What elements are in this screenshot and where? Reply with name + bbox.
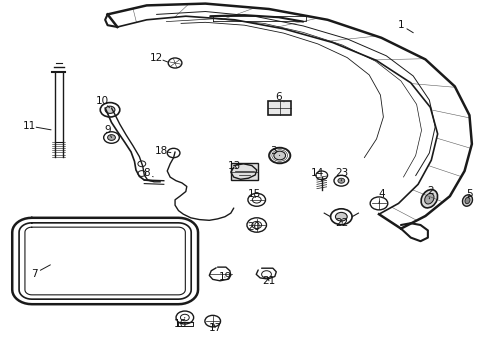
Text: 15: 15	[247, 189, 261, 199]
Text: 16: 16	[174, 319, 187, 329]
Text: 1: 1	[397, 20, 404, 30]
Circle shape	[204, 315, 220, 327]
Ellipse shape	[462, 195, 471, 206]
Bar	[230, 163, 257, 180]
Text: 2: 2	[426, 186, 433, 196]
Text: 23: 23	[335, 168, 348, 178]
Circle shape	[337, 178, 344, 183]
Circle shape	[335, 212, 346, 221]
Circle shape	[273, 151, 285, 160]
Circle shape	[330, 209, 351, 225]
Text: 7: 7	[31, 269, 38, 279]
Circle shape	[333, 175, 348, 186]
Bar	[267, 101, 291, 115]
Circle shape	[167, 148, 180, 158]
Text: 22: 22	[335, 218, 348, 228]
Text: 17: 17	[208, 323, 222, 333]
Circle shape	[246, 218, 266, 232]
Circle shape	[107, 135, 115, 140]
Text: 9: 9	[104, 125, 111, 135]
Circle shape	[168, 58, 182, 68]
Text: 11: 11	[22, 121, 36, 131]
Ellipse shape	[420, 190, 437, 208]
Text: 20: 20	[247, 222, 260, 232]
Text: 19: 19	[218, 272, 231, 282]
Circle shape	[268, 148, 290, 163]
Ellipse shape	[424, 193, 433, 204]
Text: 18: 18	[154, 146, 168, 156]
Text: 13: 13	[227, 161, 241, 171]
Text: 10: 10	[96, 96, 109, 106]
Circle shape	[105, 106, 115, 113]
Circle shape	[103, 132, 119, 143]
Text: 4: 4	[377, 189, 384, 199]
Circle shape	[369, 197, 387, 210]
Text: 6: 6	[275, 92, 282, 102]
Text: 21: 21	[262, 276, 275, 286]
Text: 8: 8	[143, 168, 150, 178]
Text: 12: 12	[149, 53, 163, 63]
Text: 3: 3	[270, 146, 277, 156]
Ellipse shape	[464, 197, 469, 204]
Text: 5: 5	[465, 189, 472, 199]
Circle shape	[100, 103, 120, 117]
Circle shape	[176, 311, 193, 324]
Circle shape	[247, 193, 265, 206]
Text: 14: 14	[310, 168, 324, 178]
